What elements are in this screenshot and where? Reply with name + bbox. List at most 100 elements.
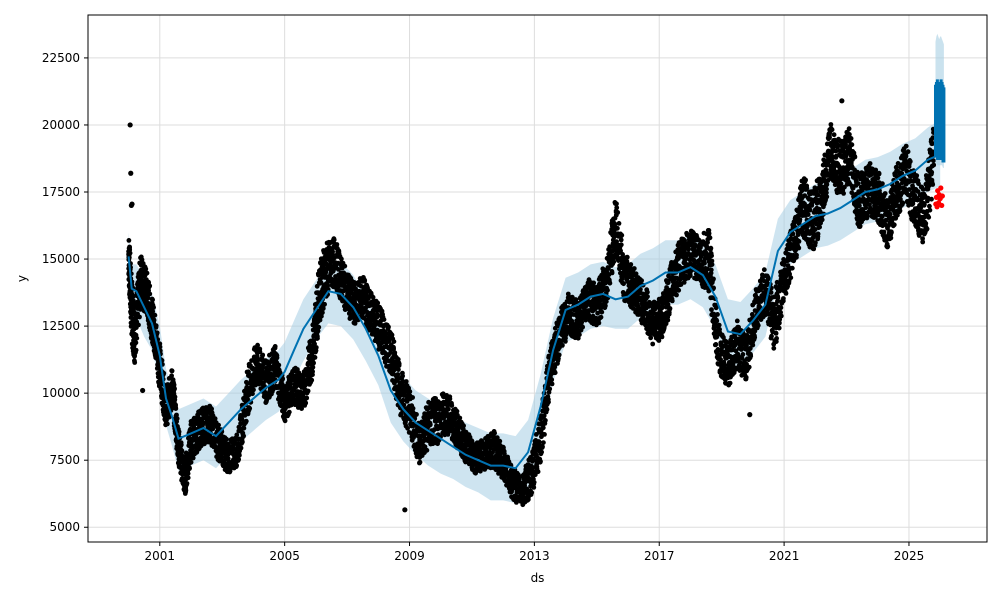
observed-point	[133, 347, 139, 353]
observed-point	[241, 425, 247, 431]
observed-point	[334, 242, 340, 247]
observed-point	[276, 362, 282, 368]
observed-point	[447, 396, 453, 402]
observed-point	[535, 469, 541, 475]
observed-point	[391, 339, 397, 344]
observed-point	[312, 355, 318, 360]
observed-point	[165, 421, 170, 427]
observed-point	[650, 341, 656, 347]
observed-point	[153, 323, 159, 329]
observed-point	[540, 444, 545, 450]
observed-point	[546, 399, 551, 405]
observed-point	[237, 452, 242, 458]
observed-point	[209, 406, 215, 412]
observed-point	[150, 309, 156, 314]
observed-point	[392, 350, 398, 356]
observed-point	[303, 400, 309, 406]
observed-point	[556, 352, 562, 358]
observed-point	[315, 335, 320, 341]
observed-point	[538, 459, 543, 464]
observed-point	[169, 368, 175, 374]
observed-point	[615, 210, 621, 215]
observed-point	[184, 481, 190, 486]
observed-point	[492, 430, 497, 436]
observed-point	[403, 379, 409, 384]
observed-point	[618, 237, 624, 243]
observed-point	[446, 406, 451, 412]
observed-point	[255, 342, 260, 348]
observed-point	[711, 276, 716, 282]
observed-point	[212, 416, 218, 421]
observed-point	[648, 335, 654, 341]
observed-point	[190, 455, 196, 461]
observed-point	[639, 278, 644, 283]
observed-point	[325, 283, 331, 288]
observed-point	[133, 340, 139, 346]
observed-point	[665, 317, 671, 323]
observed-point	[407, 389, 413, 394]
observed-point	[740, 352, 746, 357]
observed-point	[734, 318, 740, 324]
observed-point	[216, 422, 222, 428]
observed-point	[147, 291, 153, 297]
observed-point	[547, 386, 553, 392]
observed-point	[173, 406, 179, 411]
observed-point	[183, 487, 189, 493]
observed-point	[375, 300, 381, 306]
observed-point	[605, 287, 610, 293]
observed-point	[169, 373, 175, 379]
observed-point	[497, 438, 503, 444]
observed-point	[607, 280, 613, 286]
observed-point	[322, 301, 327, 307]
observed-point	[708, 267, 714, 273]
observed-point	[304, 395, 310, 401]
observed-point	[544, 407, 550, 412]
observed-point	[396, 367, 401, 372]
observed-point	[134, 335, 140, 341]
observed-point	[331, 237, 337, 243]
observed-point	[552, 370, 558, 376]
observed-point	[702, 260, 707, 266]
observed-point	[676, 287, 682, 293]
observed-point	[251, 387, 256, 393]
observed-point	[531, 485, 537, 490]
observed-point	[174, 416, 180, 421]
observed-point	[143, 266, 149, 272]
observed-point	[312, 341, 317, 347]
observed-point	[151, 317, 157, 323]
observed-point	[645, 289, 650, 295]
observed-point	[185, 475, 191, 481]
observed-point	[282, 418, 288, 424]
observed-point	[539, 449, 544, 455]
observed-point	[560, 343, 565, 348]
observed-point	[316, 324, 322, 330]
observed-point	[667, 306, 673, 311]
observed-point	[396, 361, 402, 367]
observed-point	[549, 381, 555, 387]
observed-point	[614, 205, 620, 211]
observed-point	[310, 369, 315, 374]
observed-point	[628, 262, 634, 267]
observed-point	[311, 360, 316, 366]
observed-point	[708, 245, 714, 251]
observed-point	[659, 334, 665, 340]
observed-point	[305, 388, 311, 394]
observed-point	[591, 280, 597, 286]
observed-point	[410, 395, 415, 400]
observed-point	[714, 318, 720, 324]
observed-point	[176, 429, 182, 435]
observed-point	[188, 459, 194, 465]
observed-point	[224, 436, 230, 442]
observed-point	[543, 418, 548, 423]
observed-point	[598, 314, 604, 320]
observed-point	[310, 364, 316, 370]
observed-point	[172, 386, 177, 392]
observed-point	[245, 396, 251, 402]
observed-point	[727, 380, 733, 386]
observed-point	[707, 235, 713, 241]
observed-point	[166, 414, 172, 420]
observed-point	[144, 270, 150, 276]
observed-point	[709, 253, 714, 259]
observed-points	[126, 98, 937, 513]
observed-point	[238, 445, 244, 451]
